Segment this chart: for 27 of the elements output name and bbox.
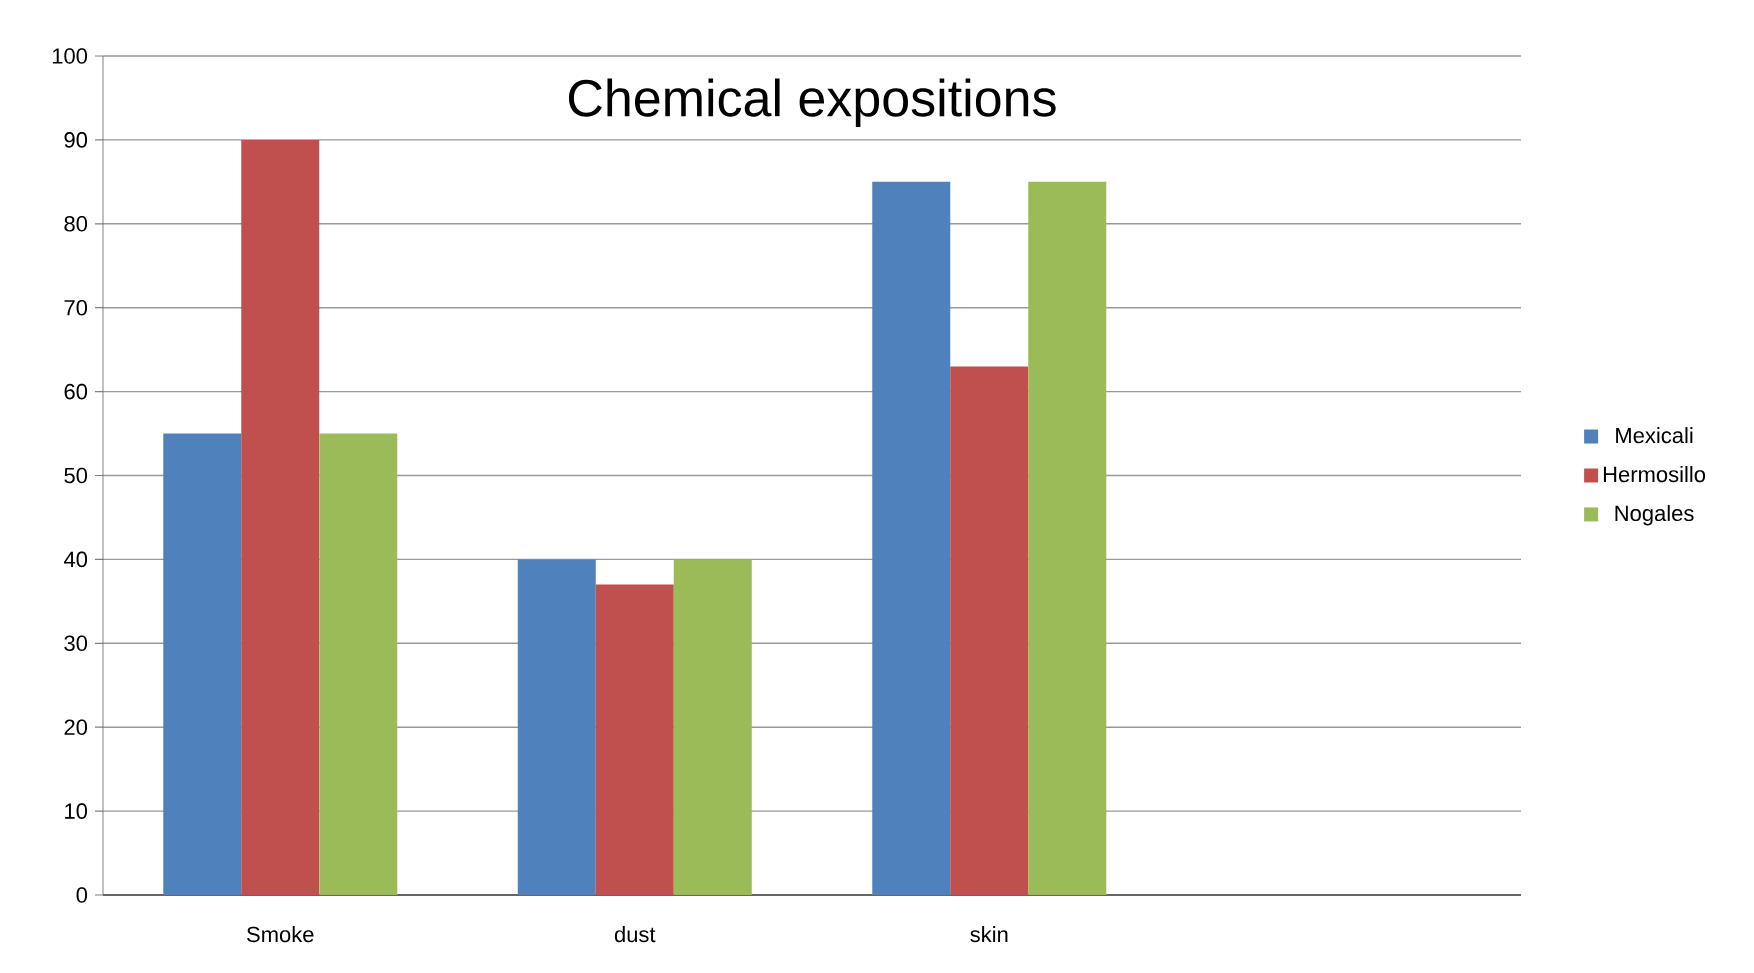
legend-label: Hermosillo bbox=[1603, 466, 1706, 483]
legend-label: Nogales bbox=[1615, 504, 1694, 526]
bar bbox=[1028, 181, 1107, 895]
y-tick-label: 30 bbox=[64, 635, 88, 652]
y-tick-label: 60 bbox=[64, 383, 88, 400]
bar bbox=[319, 433, 398, 895]
y-tick-label: 90 bbox=[64, 132, 88, 148]
legend-label: Mexicali bbox=[1616, 427, 1693, 444]
bar bbox=[872, 181, 951, 895]
bar bbox=[517, 559, 596, 895]
x-tick-label: dust bbox=[614, 926, 656, 943]
y-tick-label: 50 bbox=[64, 467, 88, 484]
chart-title: Chemical expositions bbox=[568, 78, 1056, 127]
y-tick-label: 40 bbox=[63, 551, 88, 568]
y-tick-label: 20 bbox=[64, 719, 88, 735]
y-tick-label: 70 bbox=[64, 299, 88, 316]
bar bbox=[163, 433, 242, 895]
y-tick-label: 0 bbox=[76, 887, 88, 903]
bar bbox=[950, 366, 1029, 895]
bar bbox=[595, 584, 674, 895]
bar bbox=[241, 139, 320, 895]
bar bbox=[673, 559, 752, 895]
x-tick-label: skin bbox=[970, 926, 1008, 943]
y-tick-label: 100 bbox=[52, 48, 88, 64]
y-tick-label: 80 bbox=[64, 216, 88, 232]
x-tick-label: Smoke bbox=[247, 926, 314, 943]
y-tick-label: 10 bbox=[65, 803, 88, 819]
